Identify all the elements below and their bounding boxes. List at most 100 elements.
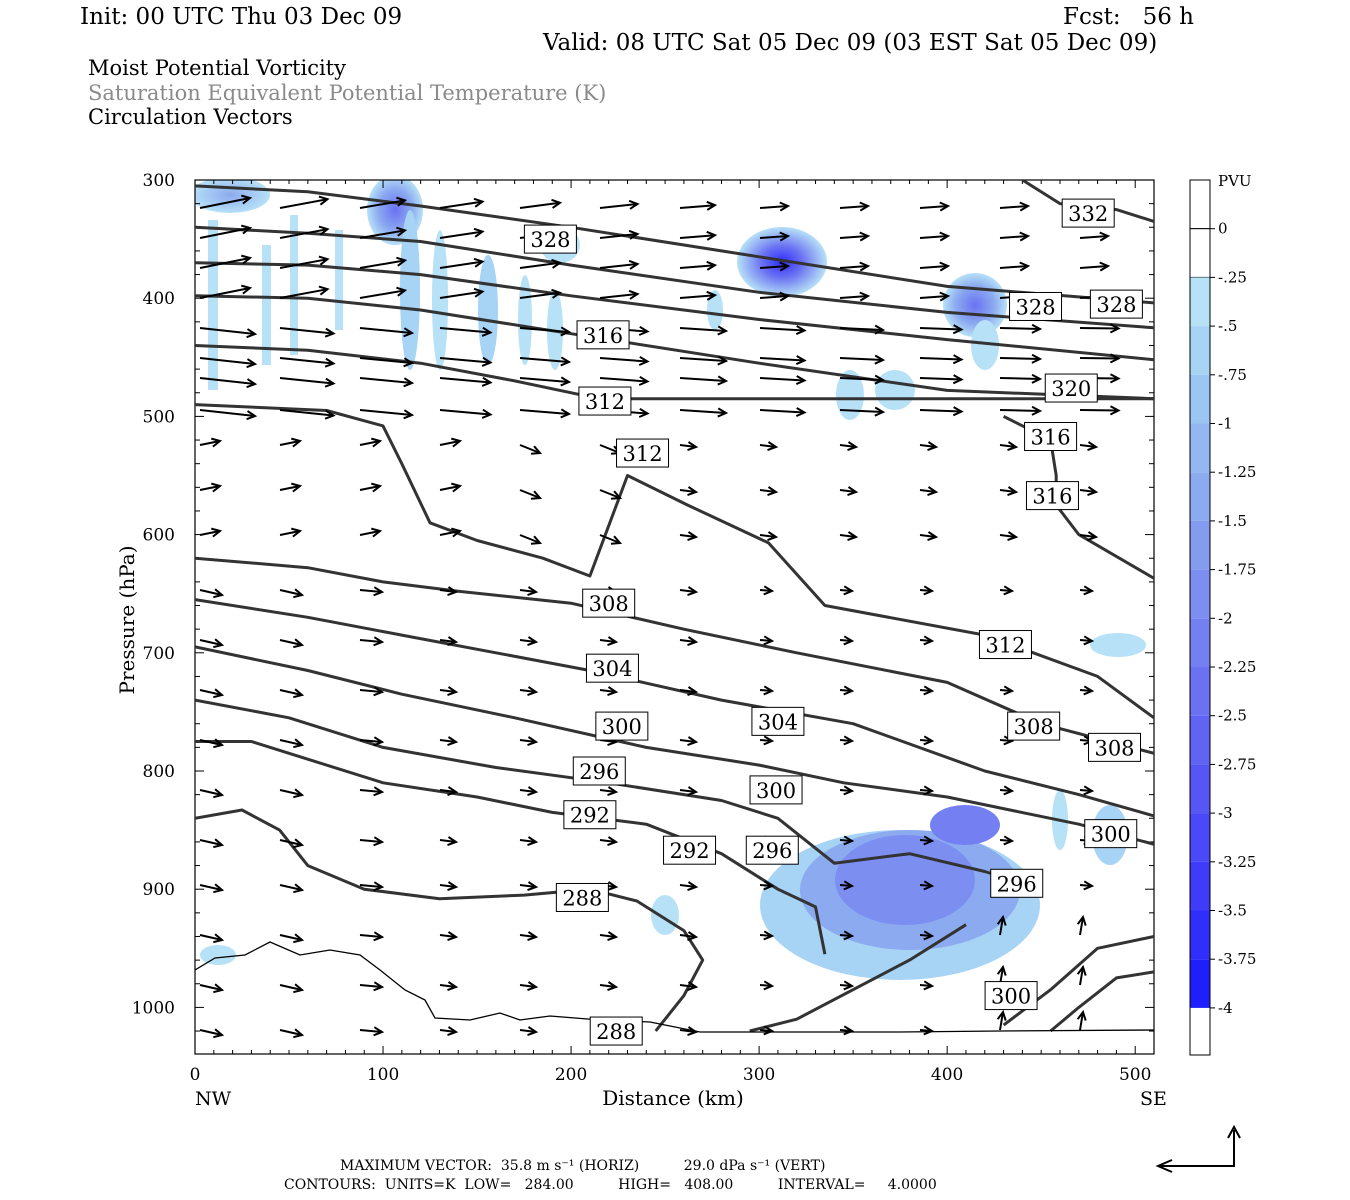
vector-arrow — [359, 636, 385, 647]
vector-arrow — [519, 881, 539, 892]
vector-arrow — [519, 534, 543, 545]
svg-text:288: 288 — [562, 886, 602, 910]
vector-arrow — [1079, 585, 1095, 596]
vector-arrow — [519, 686, 539, 697]
vector-arrow — [1079, 531, 1099, 542]
contour-label: 304 — [585, 653, 639, 683]
vector-arrow — [279, 638, 305, 649]
contour-label: 316 — [576, 320, 630, 350]
reference-vector-key — [1155, 1124, 1241, 1173]
x-end-label-se: SE — [1140, 1088, 1167, 1110]
vector-arrow — [1076, 1009, 1087, 1031]
colorbar-swatch — [1190, 910, 1210, 960]
vector-arrow — [839, 685, 855, 696]
vector-arrow — [759, 980, 775, 991]
vector-arrow — [1076, 964, 1087, 986]
colorbar-swatch — [1190, 520, 1210, 570]
contour-300 — [195, 645, 1154, 846]
vector-arrow — [439, 836, 459, 847]
vector-arrow — [999, 585, 1015, 596]
svg-text:308: 308 — [1014, 715, 1054, 739]
svg-text:312: 312 — [985, 634, 1025, 658]
svg-text:312: 312 — [622, 442, 662, 466]
vector-arrow — [679, 686, 699, 697]
vector-arrow — [679, 636, 699, 647]
vector-arrow — [199, 284, 253, 299]
vector-arrow — [839, 201, 871, 212]
colorbar-label: -2.5 — [1218, 707, 1247, 725]
vector-arrow — [679, 1026, 699, 1037]
vector-arrow — [919, 201, 951, 212]
vector-arrow — [519, 258, 563, 269]
vector-arrow — [519, 736, 539, 747]
vector-arrow — [599, 489, 623, 500]
vector-arrow — [679, 981, 699, 992]
colorbar-swatch — [1190, 569, 1210, 619]
title-thetaes: Saturation Equivalent Potential Temperat… — [88, 81, 607, 105]
vector-arrow — [279, 255, 330, 269]
contour-label: 316 — [1025, 481, 1079, 511]
colorbar-label: -1 — [1218, 415, 1233, 433]
contour-label: 308 — [1088, 732, 1142, 762]
vector-arrow — [679, 355, 729, 366]
vector-arrow — [519, 931, 539, 942]
vector-arrow — [679, 260, 718, 271]
vector-arrow — [839, 406, 886, 417]
vector-arrow — [279, 482, 303, 493]
axis-ticks: 0 100 200 300 400 500 300 400 500 600 700 800 900 100… — [132, 171, 1154, 1085]
vector-arrow — [759, 355, 807, 366]
svg-text:328: 328 — [1015, 295, 1055, 319]
contour-304 — [1049, 970, 1154, 1033]
vector-arrow — [599, 355, 650, 366]
colorbar-label: -2.25 — [1218, 658, 1256, 676]
vector-arrow — [359, 437, 383, 448]
vector-arrow — [599, 786, 619, 797]
vector-arrow — [919, 374, 964, 385]
vector-arrow — [359, 409, 415, 420]
contour-info-note: CONTOURS: UNITS=K LOW= 284.00 HIGH= 408.… — [284, 1177, 937, 1193]
vector-arrow — [279, 377, 336, 388]
x-tick-label: 500 — [1119, 1065, 1151, 1085]
vector-arrow — [359, 357, 415, 368]
vector-arrow — [519, 636, 539, 647]
y-tick-label: 700 — [143, 644, 175, 664]
colorbar-label: -3.25 — [1218, 853, 1256, 871]
vector-arrow — [519, 981, 539, 992]
contour-label: 332 — [1061, 198, 1115, 228]
vector-arrow — [679, 586, 699, 597]
vector-arrow — [919, 635, 935, 646]
vector-arrow — [679, 441, 699, 452]
vector-arrow — [999, 373, 1043, 384]
vector-arrow — [999, 323, 1043, 334]
vector-arrow — [999, 835, 1015, 846]
vector-arrow — [919, 835, 935, 846]
vector-arrow — [919, 406, 964, 417]
terrain-line — [195, 941, 1154, 1033]
colorbar-label: -3.75 — [1218, 950, 1256, 968]
vector-arrow — [519, 376, 572, 387]
vector-arrow — [519, 198, 563, 209]
vector-arrow — [919, 735, 935, 746]
x-tick-label: 200 — [555, 1065, 587, 1085]
vector-arrow — [439, 636, 459, 647]
vector-arrow — [679, 230, 718, 241]
vector-arrow — [199, 788, 225, 799]
x-tick-label: 100 — [367, 1065, 399, 1085]
contour-label: 320 — [1044, 373, 1098, 403]
colorbar-label: -3.5 — [1218, 902, 1247, 920]
contour-296 — [195, 698, 1042, 891]
colorbar-label: -1.75 — [1218, 561, 1256, 579]
y-tick-label: 300 — [143, 171, 175, 191]
vector-arrow — [359, 586, 385, 597]
vector-arrow — [439, 197, 485, 209]
contour-316 — [195, 294, 1154, 401]
x-tick-label: 300 — [743, 1065, 775, 1085]
valid-time: Valid: 08 UTC Sat 05 Dec 09 (03 EST Sat … — [543, 30, 1158, 56]
vector-arrow — [359, 256, 408, 269]
vector-arrow — [199, 588, 225, 599]
vector-arrow — [519, 444, 543, 455]
colorbar-swatch — [1190, 667, 1210, 716]
colorbar-label: 0 — [1218, 220, 1228, 238]
vector-arrow — [1079, 486, 1099, 497]
vector-arrow — [839, 735, 855, 746]
